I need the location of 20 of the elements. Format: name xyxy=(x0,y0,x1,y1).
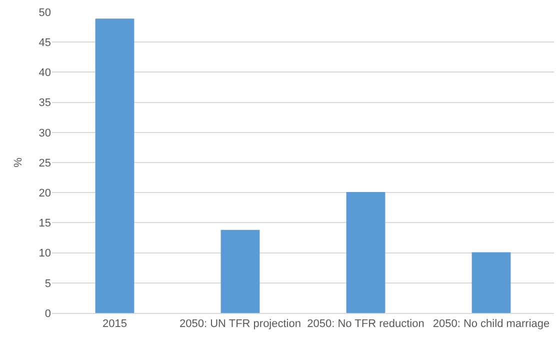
bar xyxy=(220,230,260,313)
y-tick-label: 10 xyxy=(38,248,51,260)
x-tick-label: 2050: No TFR reduction xyxy=(307,318,424,330)
y-tick-label: 45 xyxy=(38,36,51,49)
y-axis-title: % xyxy=(12,157,24,168)
y-tick-label: 25 xyxy=(38,157,51,170)
bar xyxy=(472,252,511,313)
x-tick-label: 2050: No child marriage xyxy=(432,318,550,330)
y-tick-label: 30 xyxy=(38,127,51,140)
y-tick-label: 20 xyxy=(38,187,51,200)
y-tick-label: 35 xyxy=(38,97,51,110)
bar xyxy=(95,18,134,313)
y-tick-label: 50 xyxy=(38,6,51,19)
x-tick-label: 2050: UN TFR projection xyxy=(180,318,301,330)
y-tick-label: 5 xyxy=(44,278,51,290)
y-tick-label: 0 xyxy=(44,308,51,320)
y-tick-label: 40 xyxy=(38,67,51,80)
x-tick-label: 2015 xyxy=(102,318,127,330)
bar xyxy=(346,192,386,313)
y-tick-label: 15 xyxy=(38,218,51,230)
